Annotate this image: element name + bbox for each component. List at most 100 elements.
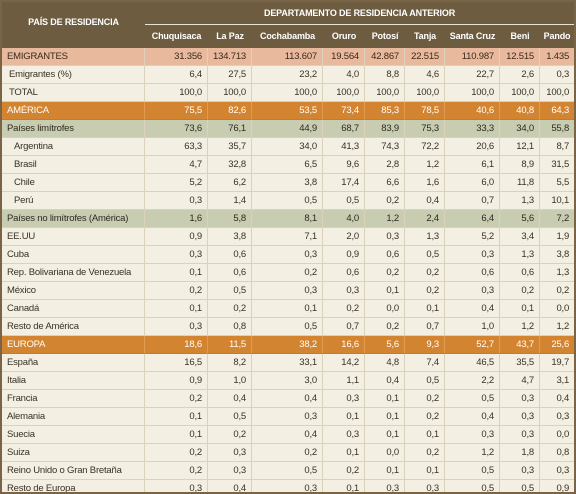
cell-value: 0,8 [208, 318, 252, 336]
department-column-header: Oruro [323, 25, 365, 48]
cell-value: 76,1 [208, 120, 252, 138]
cell-value: 8,7 [540, 138, 574, 156]
department-column-header: La Paz [208, 25, 252, 48]
cell-value: 0,5 [252, 318, 323, 336]
cell-value: 0,3 [145, 480, 208, 492]
cell-value: 5,5 [540, 174, 574, 192]
cell-value: 14,2 [323, 354, 365, 372]
cell-value: 22.515 [405, 48, 445, 66]
header-row-departments: Chuquisaca La Paz Cochabamba Oruro Potosí Tan… [2, 25, 574, 48]
cell-value: 1,3 [500, 192, 540, 210]
cell-value: 0,3 [323, 426, 365, 444]
cell-value: 41,3 [323, 138, 365, 156]
cell-value: 3,8 [208, 228, 252, 246]
cell-value: 1,8 [500, 444, 540, 462]
cell-value: 0,2 [365, 192, 405, 210]
table-row: Perú 0,3 1,4 0,5 0,5 0,2 0,4 0,7 1,3 10,1 [2, 192, 574, 210]
cell-value: 0,2 [365, 318, 405, 336]
cell-value: 11,8 [500, 174, 540, 192]
cell-value: 0,7 [445, 192, 500, 210]
row-label: Francia [2, 390, 145, 408]
cell-value: 100,0 [445, 84, 500, 102]
department-group-header: DEPARTAMENTO DE RESIDENCIA ANTERIOR [145, 2, 574, 25]
table-row: México 0,2 0,5 0,3 0,3 0,1 0,2 0,3 0,2 0,2 [2, 282, 574, 300]
row-label: Alemania [2, 408, 145, 426]
cell-value: 0,2 [405, 444, 445, 462]
table-row: Países no limítrofes (América) 1,6 5,8 8,1 4… [2, 210, 574, 228]
cell-value: 1,0 [208, 372, 252, 390]
cell-value: 0,2 [145, 462, 208, 480]
row-label: Rep. Bolivariana de Venezuela [2, 264, 145, 282]
table-row: Italia 0,9 1,0 3,0 1,1 0,4 0,5 2,2 4,7 3,1 [2, 372, 574, 390]
cell-value: 0,1 [405, 426, 445, 444]
cell-value: 5,6 [500, 210, 540, 228]
cell-value: 7,2 [540, 210, 574, 228]
cell-value: 0,1 [500, 300, 540, 318]
cell-value: 0,1 [145, 300, 208, 318]
cell-value: 53,5 [252, 102, 323, 120]
cell-value: 63,3 [145, 138, 208, 156]
cell-value: 34,0 [500, 120, 540, 138]
cell-value: 100,0 [252, 84, 323, 102]
table-row: Canadá 0,1 0,2 0,1 0,2 0,0 0,1 0,4 0,1 0,0 [2, 300, 574, 318]
row-label: Resto de Europa [2, 480, 145, 492]
cell-value: 8,1 [252, 210, 323, 228]
cell-value: 0,9 [540, 480, 574, 492]
department-column-header: Tanja [405, 25, 445, 48]
cell-value: 75,3 [405, 120, 445, 138]
table-row: Reino Unido o Gran Bretaña 0,2 0,3 0,5 0,2 0,… [2, 462, 574, 480]
cell-value: 0,9 [323, 246, 365, 264]
cell-value: 23,2 [252, 66, 323, 84]
cell-value: 19,7 [540, 354, 574, 372]
cell-value: 0,5 [445, 462, 500, 480]
row-label: Reino Unido o Gran Bretaña [2, 462, 145, 480]
cell-value: 12,1 [500, 138, 540, 156]
cell-value: 0,2 [540, 282, 574, 300]
cell-value: 35,5 [500, 354, 540, 372]
cell-value: 0,2 [323, 300, 365, 318]
cell-value: 0,3 [500, 426, 540, 444]
cell-value: 0,3 [323, 390, 365, 408]
cell-value: 0,1 [405, 300, 445, 318]
cell-value: 3,8 [540, 246, 574, 264]
cell-value: 18,6 [145, 336, 208, 354]
cell-value: 0,1 [323, 480, 365, 492]
country-column-header: PAÍS DE RESIDENCIA [2, 2, 145, 48]
cell-value: 2,8 [365, 156, 405, 174]
cell-value: 5,2 [445, 228, 500, 246]
cell-value: 3,1 [540, 372, 574, 390]
department-column-header: Chuquisaca [145, 25, 208, 48]
cell-value: 0,2 [208, 426, 252, 444]
row-label: EMIGRANTES [2, 48, 145, 66]
cell-value: 42.867 [365, 48, 405, 66]
cell-value: 1,9 [540, 228, 574, 246]
cell-value: 8,9 [500, 156, 540, 174]
cell-value: 0,6 [445, 264, 500, 282]
cell-value: 0,3 [500, 390, 540, 408]
cell-value: 0,4 [445, 300, 500, 318]
cell-value: 0,4 [445, 408, 500, 426]
cell-value: 0,6 [208, 246, 252, 264]
cell-value: 16,6 [323, 336, 365, 354]
cell-value: 0,5 [500, 480, 540, 492]
cell-value: 0,2 [252, 444, 323, 462]
cell-value: 40,6 [445, 102, 500, 120]
cell-value: 33,1 [252, 354, 323, 372]
cell-value: 0,3 [208, 462, 252, 480]
cell-value: 0,1 [323, 444, 365, 462]
row-label: Países limítrofes [2, 120, 145, 138]
cell-value: 6,5 [252, 156, 323, 174]
cell-value: 0,1 [365, 408, 405, 426]
department-column-header: Pando [540, 25, 574, 48]
row-label: Argentina [2, 138, 145, 156]
cell-value: 4,8 [365, 354, 405, 372]
cell-value: 52,7 [445, 336, 500, 354]
cell-value: 0,1 [365, 462, 405, 480]
cell-value: 0,1 [145, 426, 208, 444]
cell-value: 0,1 [145, 408, 208, 426]
cell-value: 1.435 [540, 48, 574, 66]
cell-value: 82,6 [208, 102, 252, 120]
row-label: Suiza [2, 444, 145, 462]
cell-value: 0,2 [500, 282, 540, 300]
cell-value: 16,5 [145, 354, 208, 372]
